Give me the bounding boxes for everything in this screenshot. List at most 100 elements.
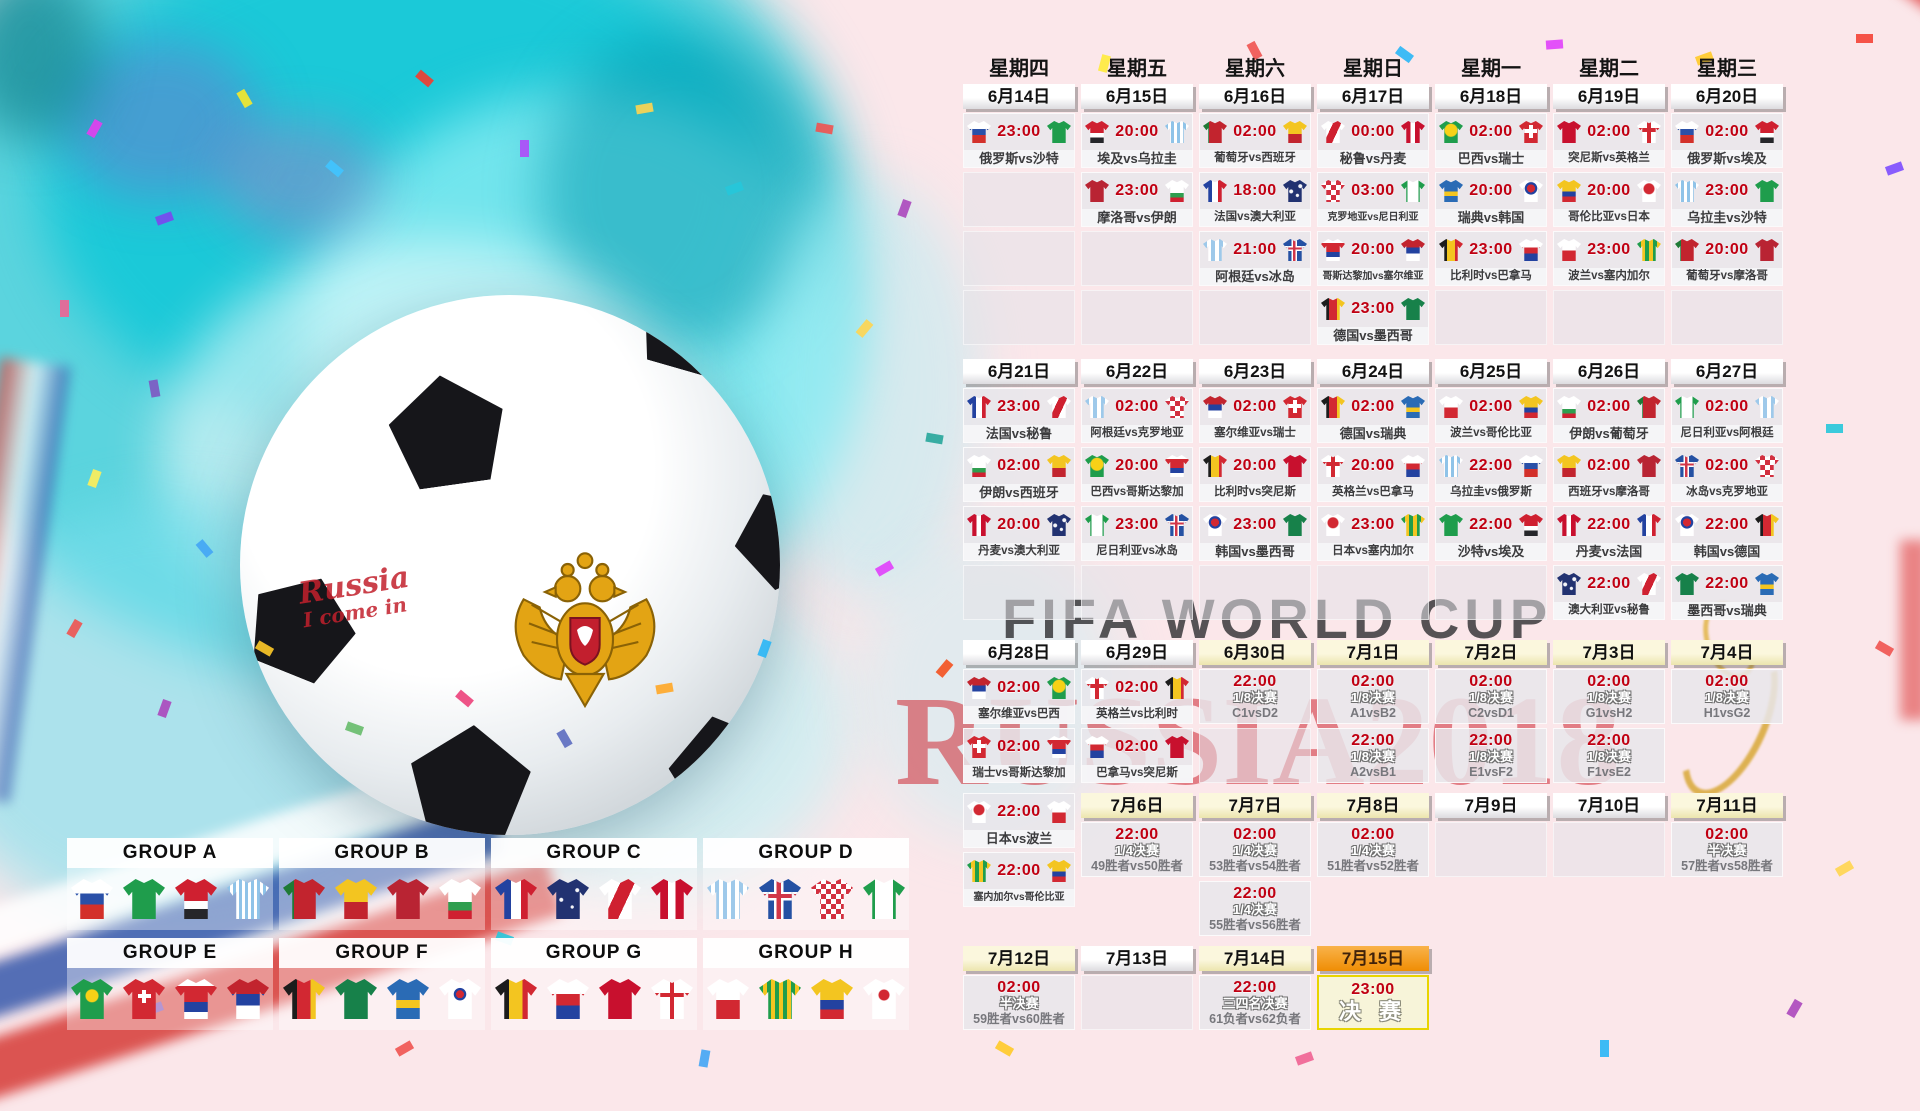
morocco-jersey-icon <box>1636 455 1661 477</box>
match-row: 23:00 <box>1082 173 1192 209</box>
match-cell: 22:00 澳大利亚vs秘鲁 <box>1553 565 1665 620</box>
match-cell: 02:00 塞尔维亚vs巴西 <box>963 669 1075 724</box>
knockout-pair-label: 49胜者vs50胜者 <box>1091 858 1183 873</box>
match-time: 22:00 <box>1587 516 1631 533</box>
match-cell: 22:00 乌拉圭vs俄罗斯 <box>1435 447 1547 502</box>
germany-jersey-icon <box>1754 514 1779 536</box>
schedule-calendar: 星期四 星期五 星期六 星期日 星期一 星期二 星期三 6月14日 6月15日 6月16日 6月17… <box>963 58 1783 1030</box>
match-cell: 22:00 韩国vs德国 <box>1671 506 1783 561</box>
serbia-jersey-icon <box>967 677 991 699</box>
argentina-jersey-icon <box>1203 239 1227 261</box>
croatia-jersey-icon <box>811 879 853 919</box>
denmark-jersey-icon <box>1400 121 1425 143</box>
peru-jersey-icon <box>599 879 641 919</box>
knockout-stage-label: 1/8决赛 <box>1232 690 1278 706</box>
match-time: 22:00 <box>997 803 1041 820</box>
weekday-label: 星期六 <box>1225 58 1285 80</box>
match-teams-label: 日本vs波兰 <box>964 830 1074 847</box>
spain-jersey-icon <box>1282 121 1307 143</box>
match-cell: 02:00 德国vs瑞典 <box>1317 388 1429 443</box>
brazil-jersey-icon <box>1046 677 1071 699</box>
match-cell: 20:00 埃及vs乌拉圭 <box>1081 113 1193 168</box>
match-teams-label: 德国vs墨西哥 <box>1318 327 1428 344</box>
knockout-time: 02:00 <box>1469 673 1513 691</box>
denmark-jersey-icon <box>1557 514 1581 536</box>
match-row: 22:00 <box>964 794 1074 830</box>
match-cell: 22:00 沙特vs埃及 <box>1435 506 1547 561</box>
senegal-jersey-icon <box>759 979 801 1019</box>
match-time: 20:00 <box>1587 182 1631 199</box>
match-time: 20:00 <box>1469 182 1513 199</box>
match-cell: 23:00 德国vs墨西哥 <box>1317 290 1429 345</box>
tunisia-jersey-icon <box>1164 736 1189 758</box>
colombia-jersey-icon <box>1518 396 1543 418</box>
knockout-pair-label: C2vsD1 <box>1468 705 1514 720</box>
portugal-jersey-icon <box>1636 396 1661 418</box>
match-time: 02:00 <box>1469 398 1513 415</box>
group-jersey-row <box>703 968 909 1030</box>
empty-cell <box>1199 290 1311 345</box>
group-label: GROUP E <box>67 938 273 968</box>
match-teams-label: 墨西哥vs瑞典 <box>1672 602 1782 619</box>
knockout-pair-label: 55胜者vs56胜者 <box>1209 917 1301 932</box>
match-time: 02:00 <box>1587 398 1631 415</box>
edge-streak <box>1900 540 1920 720</box>
match-time: 23:00 <box>1469 241 1513 258</box>
knockout-stage-label: 1/8决赛 <box>1350 749 1396 765</box>
match-row: 20:00 <box>1436 173 1546 209</box>
uruguay-jersey-icon <box>1439 455 1463 477</box>
group-panel: GROUP G <box>491 938 697 1030</box>
match-teams-label: 埃及vs乌拉圭 <box>1082 150 1192 167</box>
match-time: 02:00 <box>1705 398 1749 415</box>
match-cell: 20:00 哥伦比亚vs日本 <box>1553 172 1665 227</box>
match-teams-label: 俄罗斯vs埃及 <box>1672 150 1782 167</box>
knockout-time: 02:00 <box>1351 673 1395 691</box>
senegal-jersey-icon <box>1400 514 1425 536</box>
knockout-pair-label: A2vsB1 <box>1350 764 1396 779</box>
date-header: 6月15日 <box>1081 84 1193 109</box>
knockout-cell: 02:00 1/8决赛 C2vsD1 <box>1435 669 1547 724</box>
match-time: 21:00 <box>1233 241 1277 258</box>
saudi-jersey-icon <box>1439 514 1463 536</box>
match-teams-label: 哥伦比亚vs日本 <box>1554 209 1664 226</box>
knockout-time: 22:00 <box>1233 885 1277 903</box>
egypt-jersey-icon <box>1754 121 1779 143</box>
match-teams-label: 澳大利亚vs秘鲁 <box>1554 602 1664 619</box>
group-label: GROUP H <box>703 938 909 968</box>
group-label: GROUP F <box>279 938 485 968</box>
poland-jersey-icon <box>1439 396 1463 418</box>
knockout-stage-label: 1/4决赛 <box>1350 843 1396 859</box>
match-time: 02:00 <box>1469 123 1513 140</box>
group-jersey-row <box>279 868 485 930</box>
spain-jersey-icon <box>1046 455 1071 477</box>
match-time: 02:00 <box>1587 123 1631 140</box>
empty-cell <box>1199 565 1311 620</box>
mexico-jersey-icon <box>1282 514 1307 536</box>
weekday-label: 星期日 <box>1343 58 1403 80</box>
knockout-time: 22:00 <box>1587 732 1631 750</box>
colombia-jersey-icon <box>1046 860 1071 882</box>
match-row: 22:00 <box>1554 566 1664 602</box>
knockout-pair-label: H1vsG2 <box>1703 705 1751 720</box>
match-row: 02:00 <box>1318 389 1428 425</box>
panama-jersey-icon <box>1400 455 1425 477</box>
match-row: 02:00 <box>1082 389 1192 425</box>
knockout-stage-label: 1/8决赛 <box>1468 690 1514 706</box>
peru-jersey-icon <box>1046 396 1071 418</box>
croatia-jersey-icon <box>1321 180 1345 202</box>
saudi-jersey-icon <box>1754 180 1779 202</box>
match-cell: 02:00 伊朗vs西班牙 <box>963 447 1075 502</box>
knockout-time: 02:00 <box>1351 826 1395 844</box>
sweden-jersey-icon <box>387 979 429 1019</box>
egypt-jersey-icon <box>1085 121 1109 143</box>
nigeria-jersey-icon <box>1085 514 1109 536</box>
panama-jersey-icon <box>1085 736 1109 758</box>
knockout-stage-label: 半决赛 <box>1707 843 1747 859</box>
match-row: 02:00 <box>964 729 1074 765</box>
match-teams-label: 瑞士vs哥斯达黎加 <box>964 765 1074 782</box>
empty-cell <box>1081 975 1193 1030</box>
date-header: 6月23日 <box>1199 359 1311 384</box>
knockout-time: 02:00 <box>1705 826 1749 844</box>
group-panel: GROUP H <box>703 938 909 1030</box>
